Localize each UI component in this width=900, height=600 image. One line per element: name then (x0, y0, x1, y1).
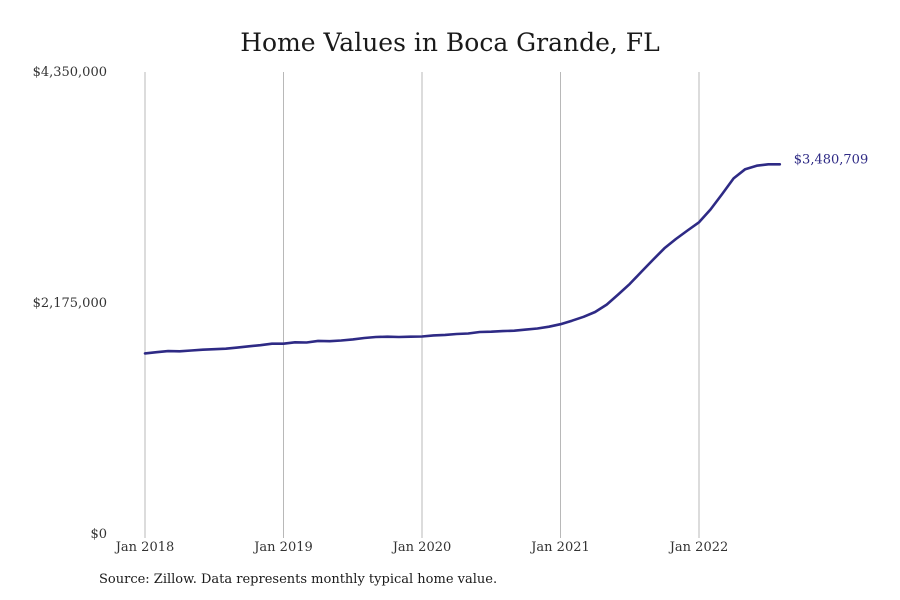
x-tick-label: Jan 2018 (114, 540, 175, 555)
x-tick-label: Jan 2019 (252, 540, 313, 555)
x-tick-label: Jan 2021 (529, 540, 590, 555)
y-tick-label: $4,350,000 (33, 65, 107, 80)
chart-title: Home Values in Boca Grande, FL (240, 28, 660, 57)
series-layer (143, 163, 782, 355)
x-tick-label: Jan 2020 (391, 540, 452, 555)
series-line (143, 163, 782, 355)
gridlines (144, 72, 700, 538)
y-tick-label: $2,175,000 (33, 296, 107, 311)
labels: Jan 2018 Jan 2019 Jan 2020 Jan 2021 Jan 2022… (33, 65, 869, 555)
x-tick-label: Jan 2022 (668, 540, 729, 555)
end-value-label: $3,480,709 (794, 152, 868, 167)
y-tick-label: $0 (90, 527, 107, 542)
source-note: Source: Zillow. Data represents monthly … (99, 572, 498, 587)
